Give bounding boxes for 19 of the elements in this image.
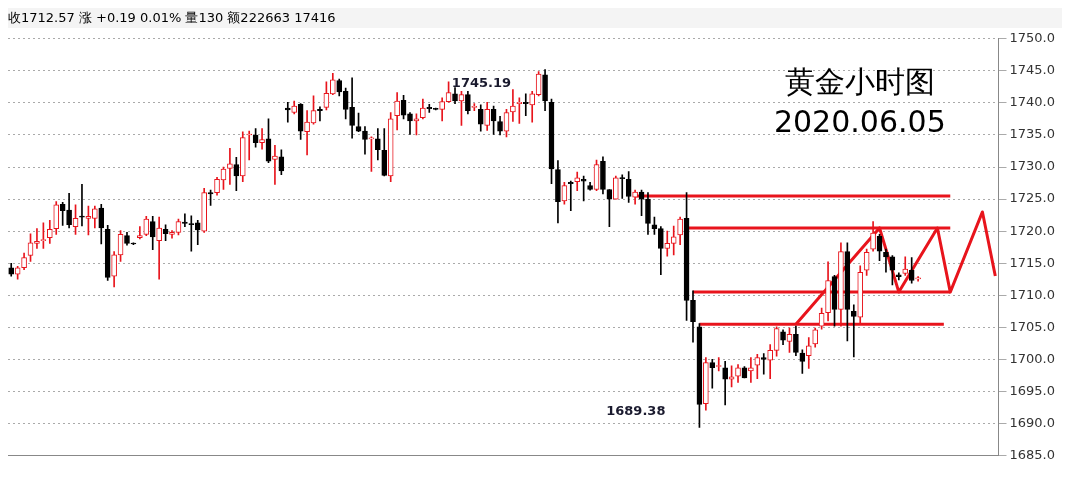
y-tick-label: 1700.0 — [1009, 350, 1056, 366]
y-tick-label: 1715.0 — [1009, 254, 1056, 270]
y-tick-label: 1685.0 — [1009, 446, 1056, 462]
text: 2020.06.05 — [773, 103, 946, 139]
y-tick-label: 1720.0 — [1009, 222, 1056, 238]
y-tick-label: 1750.0 — [1009, 30, 1056, 46]
y-tick-label: 1735.0 — [1009, 126, 1056, 142]
y-tick-label: 1725.0 — [1009, 190, 1056, 206]
y-tick-label: 1705.0 — [1009, 318, 1056, 334]
y-tick-label: 1690.0 — [1009, 414, 1056, 430]
y-tick-label: 1740.0 — [1009, 94, 1056, 110]
text: 黄金小时图 — [784, 63, 935, 99]
annotation: 1745.19 — [451, 75, 512, 91]
y-tick-label: 1695.0 — [1009, 382, 1056, 398]
y-tick-label: 1730.0 — [1009, 158, 1056, 174]
y-tick-label: 1745.0 — [1009, 62, 1056, 78]
y-tick-label: 1710.0 — [1009, 286, 1056, 302]
annotation: 1689.38 — [606, 402, 666, 418]
text: 收1712.57 涨 +0.19 0.01% 量130 额222663 17416 — [8, 10, 336, 25]
